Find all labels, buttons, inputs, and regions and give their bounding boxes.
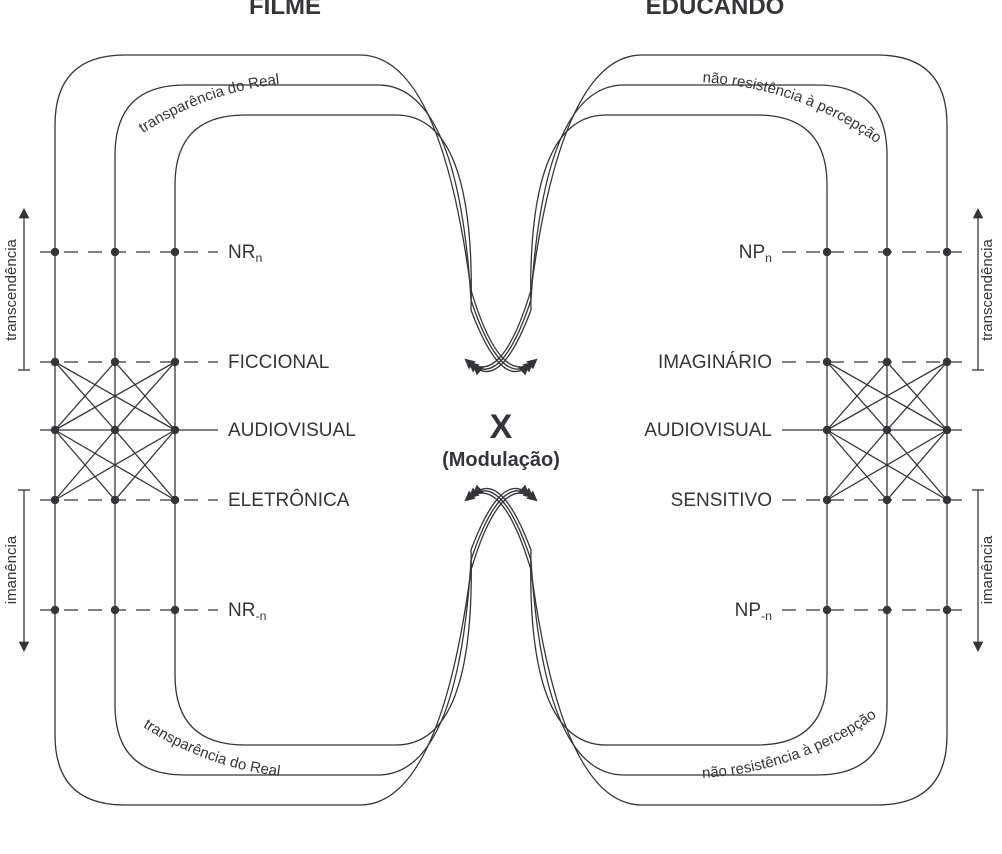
node-dot: [111, 606, 119, 614]
level-label: FICCIONAL: [228, 352, 329, 373]
level-label: NR-n: [228, 600, 267, 623]
curve-label-left-bottom: transparência do Real: [141, 716, 282, 780]
flow-curve-right: [474, 430, 827, 745]
level-label: AUDIOVISUAL: [228, 420, 356, 441]
node-dot: [943, 606, 951, 614]
level-label: AUDIOVISUAL: [644, 420, 772, 441]
flow-curve-right: [470, 430, 887, 775]
level-label: ELETRÔNICA: [228, 489, 350, 511]
node-dot: [171, 606, 179, 614]
flow-curve-left: [55, 55, 536, 430]
node-dot: [943, 248, 951, 256]
node-dot: [883, 248, 891, 256]
axis-label-top: transcendência: [979, 238, 996, 340]
node-dot: [171, 248, 179, 256]
level-label: SENSITIVO: [671, 490, 772, 511]
axis-label-bottom: imanência: [3, 535, 20, 604]
flow-curve-right: [474, 115, 827, 430]
flow-curve-left: [115, 85, 532, 430]
header-left: FILME: [249, 0, 321, 20]
flow-curve-left: [175, 430, 528, 745]
node-dot: [51, 606, 59, 614]
level-label: IMAGINÁRIO: [658, 352, 772, 373]
center-sub-label: (Modulação): [442, 449, 560, 471]
node-dot: [823, 606, 831, 614]
axis-label-bottom: imanência: [979, 535, 996, 604]
axis-label-top: transcendência: [3, 238, 20, 340]
level-label: NP-n: [735, 600, 773, 623]
curve-label-right-bottom: não resistência à percepção: [701, 706, 879, 782]
header-right: EDUCANDO: [646, 0, 785, 20]
flow-curve-right: [470, 85, 887, 430]
level-label: NPn: [739, 242, 772, 265]
curve-label-left-top: transparência do Real: [136, 71, 280, 137]
center-x-symbol: X: [490, 408, 513, 446]
curve-label-right-top: não resistência à percepção: [702, 69, 884, 146]
node-dot: [883, 606, 891, 614]
flow-curve-right: [466, 55, 947, 430]
flow-curve-left: [175, 115, 528, 430]
node-dot: [823, 248, 831, 256]
node-dot: [51, 248, 59, 256]
flow-curve-left: [115, 430, 532, 775]
level-label: NRn: [228, 242, 262, 265]
node-dot: [111, 248, 119, 256]
